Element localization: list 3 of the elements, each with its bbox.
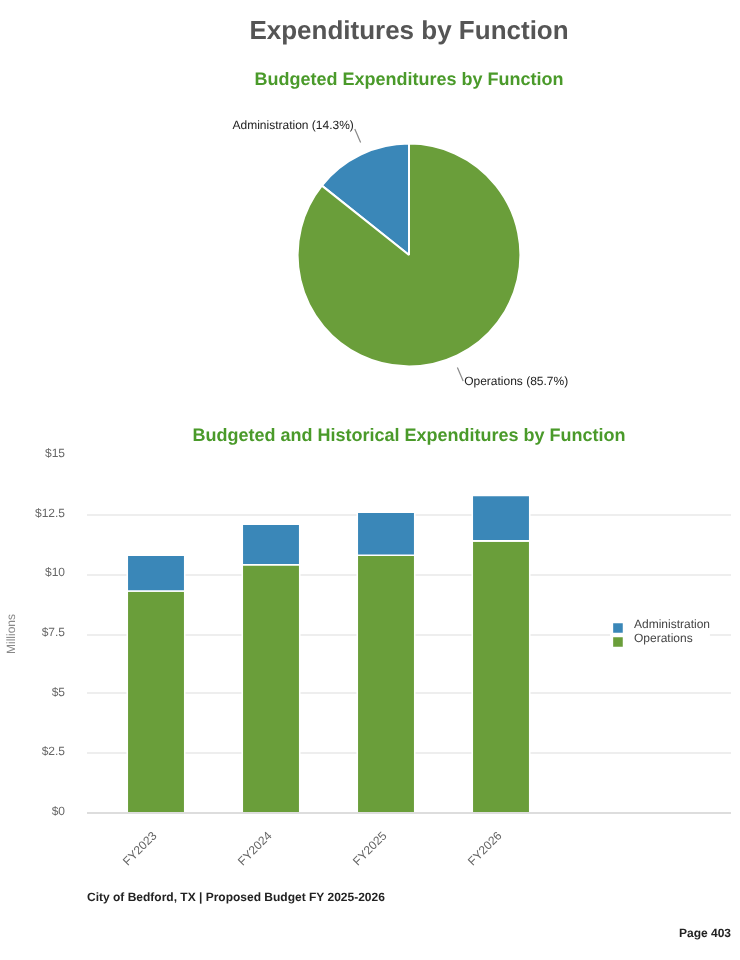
- chart-title: Budgeted and Historical Expenditures by Function: [192, 425, 626, 445]
- chart-title: Expenditures by Function: [249, 15, 569, 45]
- chart-subtitle: Budgeted Expenditures by Function: [254, 69, 564, 89]
